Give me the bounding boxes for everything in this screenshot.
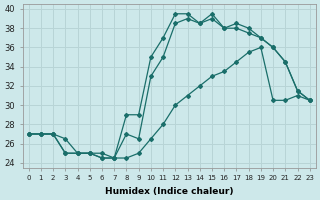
X-axis label: Humidex (Indice chaleur): Humidex (Indice chaleur) xyxy=(105,187,234,196)
